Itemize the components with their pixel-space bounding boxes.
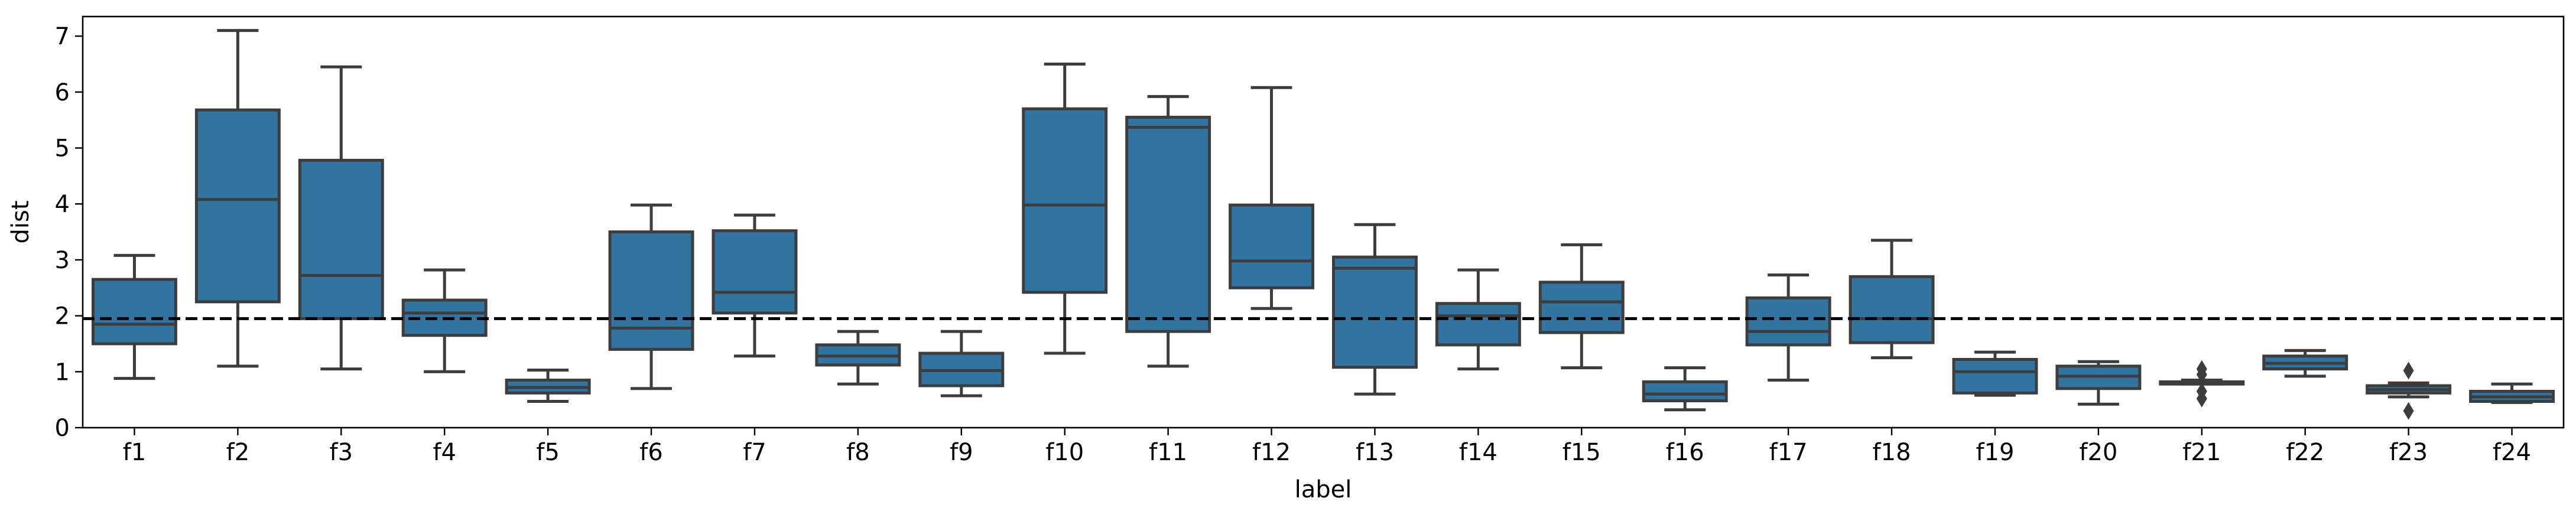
box-f7 [712,213,798,358]
box-f16 [1642,366,1728,412]
x-tick-label: f16 [1666,439,1704,466]
y-tick-label: 4 [55,191,70,218]
box-iqr [1125,115,1211,333]
box-f23 [2366,362,2452,420]
box-f5 [505,368,591,403]
box-f14 [1435,268,1521,371]
box-iqr [1745,296,1831,347]
x-tick-label: f24 [2493,439,2531,466]
outlier-point [2403,402,2414,420]
box-iqr [91,278,177,346]
x-tick-label: f13 [1356,439,1394,466]
y-tick-label: 7 [55,23,70,50]
x-axis-ticks: f1 f2 f3 f4 f5 f6 f7 f8 f9 f10 f11 f12 f13 f14 f15 f16 f… [123,428,2531,466]
box-f2 [194,29,281,368]
box-iqr [1435,302,1521,347]
box-iqr [712,229,798,315]
box-f15 [1538,243,1625,370]
x-tick-label: f3 [330,439,353,466]
box-f18 [1849,239,1935,360]
x-tick-label: f12 [1252,439,1291,466]
x-tick-label: f15 [1563,439,1601,466]
y-tick-label: 5 [55,135,70,162]
outlier-point [2196,382,2207,400]
x-tick-label: f9 [950,439,973,466]
x-tick-label: f22 [2286,439,2324,466]
x-tick-label: f7 [743,439,766,466]
box-f3 [298,65,384,371]
x-tick-label: f1 [123,439,147,466]
box-iqr [1022,107,1108,294]
x-tick-label: f23 [2389,439,2428,466]
box-f12 [1229,86,1315,310]
box-iqr [1952,357,2038,395]
y-tick-label: 3 [55,247,70,274]
x-tick-label: f19 [1976,439,2014,466]
box-iqr [194,108,281,304]
x-tick-label: f10 [1045,439,1084,466]
box-f4 [401,268,488,373]
box-f13 [1331,223,1418,396]
x-tick-label: f5 [536,439,560,466]
plot-frame [82,15,2565,429]
y-tick-label: 1 [55,359,70,386]
box-iqr [1849,275,1935,344]
box-f20 [2055,360,2142,406]
y-tick-label: 6 [55,79,70,106]
x-tick-label: f21 [2182,439,2221,466]
box-f24 [2469,382,2555,404]
box-iqr [608,230,694,351]
x-tick-label: f17 [1769,439,1808,466]
boxes-layer [91,29,2555,420]
box-f8 [815,330,901,386]
box-f1 [91,253,177,380]
x-tick-label: f2 [226,439,250,466]
box-f22 [2262,349,2348,378]
box-iqr [298,158,384,320]
x-tick-label: f18 [1873,439,1911,466]
box-f10 [1022,62,1108,355]
x-tick-label: f20 [2079,439,2117,466]
y-axis-label: dist [7,200,34,243]
x-tick-label: f4 [433,439,456,466]
y-axis-ticks: 0 1 2 3 4 5 6 7 [55,23,83,442]
x-tick-label: f14 [1459,439,1497,466]
outlier-point [2196,360,2207,378]
y-tick-label: 2 [55,303,70,330]
box-iqr [1331,255,1418,369]
x-tick-label: f8 [846,439,870,466]
box-f9 [918,330,1005,398]
y-tick-label: 0 [55,415,70,442]
box-iqr [1229,203,1315,289]
box-f17 [1745,273,1831,382]
outlier-point [2403,362,2414,380]
box-f19 [1952,350,2038,397]
x-axis-label: label [1295,476,1352,503]
box-f21 [2159,360,2245,408]
box-f11 [1125,95,1211,368]
box-f6 [608,203,694,390]
x-tick-label: f11 [1149,439,1187,466]
box-iqr [1642,380,1728,403]
x-tick-label: f6 [639,439,663,466]
box-iqr [1538,281,1625,334]
